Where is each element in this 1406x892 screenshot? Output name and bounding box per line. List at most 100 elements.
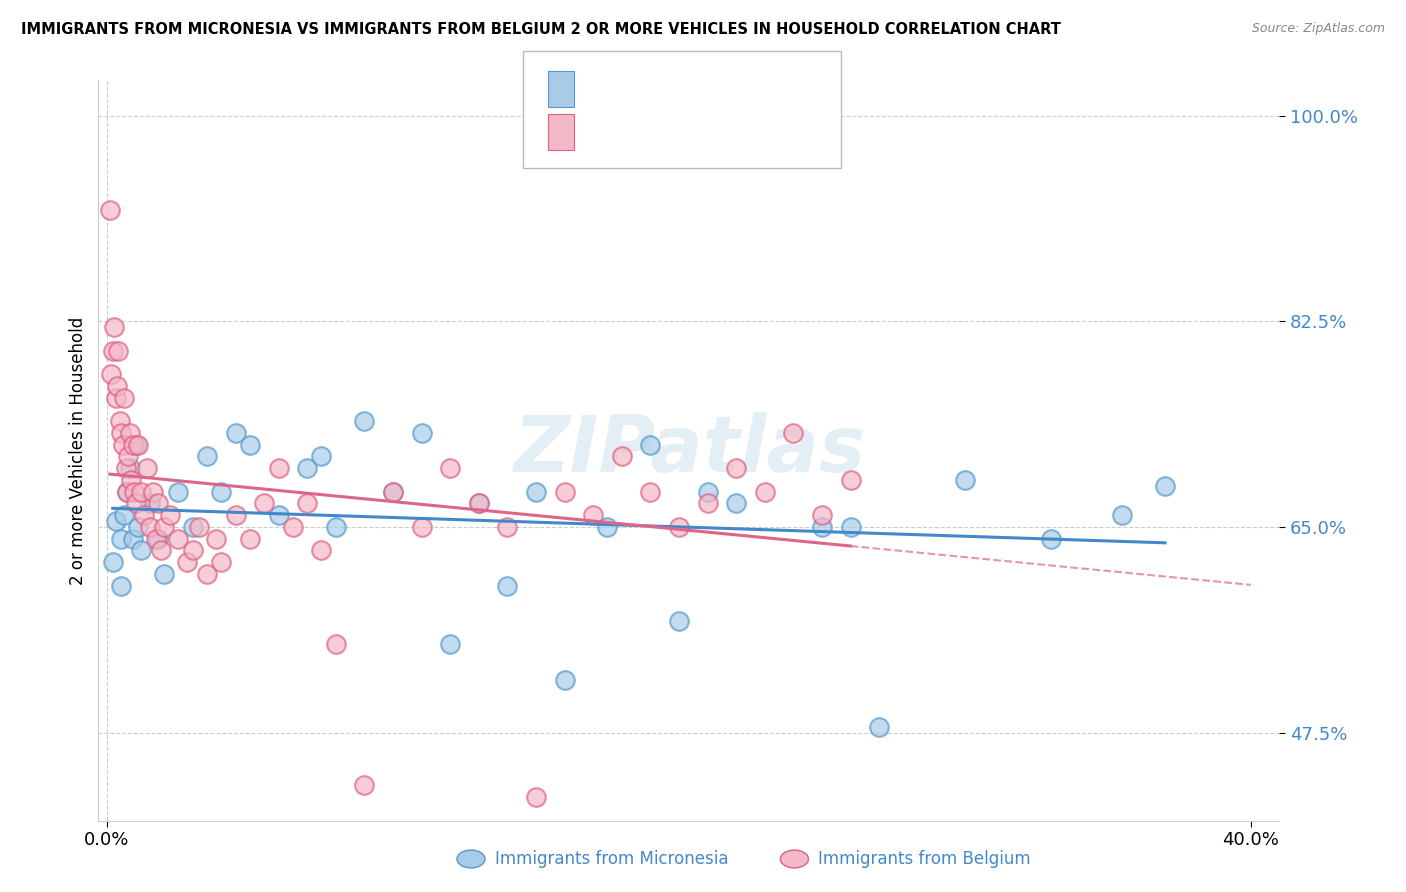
Point bbox=[167, 532, 190, 546]
Point bbox=[103, 320, 125, 334]
Point bbox=[868, 720, 890, 734]
Point bbox=[195, 566, 218, 581]
Text: 63: 63 bbox=[710, 123, 733, 141]
Text: 0.118: 0.118 bbox=[619, 80, 671, 98]
Point bbox=[225, 425, 247, 440]
Point bbox=[554, 673, 576, 687]
Point bbox=[127, 437, 149, 451]
Point bbox=[176, 555, 198, 569]
Point bbox=[112, 508, 135, 522]
Point bbox=[124, 496, 146, 510]
Point bbox=[811, 520, 834, 534]
Point bbox=[104, 391, 127, 405]
Point bbox=[225, 508, 247, 522]
Point bbox=[124, 437, 146, 451]
Point bbox=[811, 508, 834, 522]
Point bbox=[122, 484, 145, 499]
Point bbox=[148, 532, 170, 546]
Point bbox=[108, 414, 131, 428]
Point bbox=[524, 790, 547, 805]
Point bbox=[554, 484, 576, 499]
Text: N =: N = bbox=[675, 123, 711, 141]
Point bbox=[411, 520, 433, 534]
Point bbox=[610, 450, 633, 464]
Point bbox=[411, 425, 433, 440]
Point bbox=[204, 532, 226, 546]
Text: R =: R = bbox=[583, 80, 620, 98]
Text: ZIPatlas: ZIPatlas bbox=[513, 412, 865, 489]
Point bbox=[136, 461, 159, 475]
Point bbox=[107, 343, 129, 358]
Point bbox=[239, 532, 262, 546]
Point bbox=[696, 484, 718, 499]
Point bbox=[325, 520, 347, 534]
Point bbox=[195, 450, 218, 464]
Point bbox=[668, 520, 690, 534]
Point bbox=[120, 473, 142, 487]
Point bbox=[725, 461, 748, 475]
Point bbox=[1111, 508, 1133, 522]
Text: IMMIGRANTS FROM MICRONESIA VS IMMIGRANTS FROM BELGIUM 2 OR MORE VEHICLES IN HOUS: IMMIGRANTS FROM MICRONESIA VS IMMIGRANTS… bbox=[21, 22, 1062, 37]
Point bbox=[127, 520, 149, 534]
Point bbox=[134, 508, 156, 522]
Point bbox=[139, 520, 162, 534]
Point bbox=[353, 414, 375, 428]
Point bbox=[110, 532, 132, 546]
Point bbox=[181, 520, 204, 534]
Point bbox=[1154, 479, 1177, 493]
Point bbox=[468, 496, 491, 510]
Point bbox=[754, 484, 776, 499]
Point bbox=[150, 543, 173, 558]
Point bbox=[167, 484, 190, 499]
Point bbox=[105, 379, 128, 393]
Point bbox=[142, 484, 165, 499]
Point bbox=[100, 367, 122, 381]
Point bbox=[112, 391, 135, 405]
Point bbox=[159, 508, 181, 522]
Point bbox=[181, 543, 204, 558]
Text: N =: N = bbox=[675, 80, 711, 98]
Point bbox=[295, 461, 318, 475]
Point bbox=[582, 508, 605, 522]
Point bbox=[281, 520, 304, 534]
Text: 0.135: 0.135 bbox=[619, 123, 671, 141]
Point bbox=[381, 484, 404, 499]
Point bbox=[118, 425, 141, 440]
Point bbox=[187, 520, 209, 534]
Point bbox=[118, 461, 141, 475]
Text: Immigrants from Belgium: Immigrants from Belgium bbox=[818, 850, 1031, 868]
Point bbox=[496, 579, 519, 593]
Point bbox=[98, 202, 121, 217]
Point bbox=[696, 496, 718, 510]
Point bbox=[110, 579, 132, 593]
Point bbox=[253, 496, 276, 510]
Point bbox=[640, 437, 662, 451]
Point bbox=[524, 484, 547, 499]
Point bbox=[267, 461, 290, 475]
Point bbox=[353, 778, 375, 792]
Point bbox=[145, 532, 167, 546]
Point bbox=[596, 520, 619, 534]
Text: R =: R = bbox=[583, 123, 620, 141]
Point bbox=[725, 496, 748, 510]
Point bbox=[121, 532, 143, 546]
Point bbox=[139, 496, 162, 510]
Point bbox=[953, 473, 976, 487]
Y-axis label: 2 or more Vehicles in Household: 2 or more Vehicles in Household bbox=[69, 317, 87, 584]
Point bbox=[839, 520, 862, 534]
Point bbox=[153, 520, 176, 534]
Point bbox=[311, 543, 333, 558]
Point bbox=[104, 514, 127, 528]
Point bbox=[668, 614, 690, 628]
Point bbox=[209, 484, 232, 499]
Point bbox=[114, 461, 136, 475]
Point bbox=[115, 484, 138, 499]
Point bbox=[496, 520, 519, 534]
Point bbox=[381, 484, 404, 499]
Point bbox=[131, 543, 153, 558]
Point bbox=[439, 461, 461, 475]
Point bbox=[101, 343, 124, 358]
Point bbox=[131, 484, 153, 499]
Point bbox=[311, 450, 333, 464]
Point bbox=[640, 484, 662, 499]
